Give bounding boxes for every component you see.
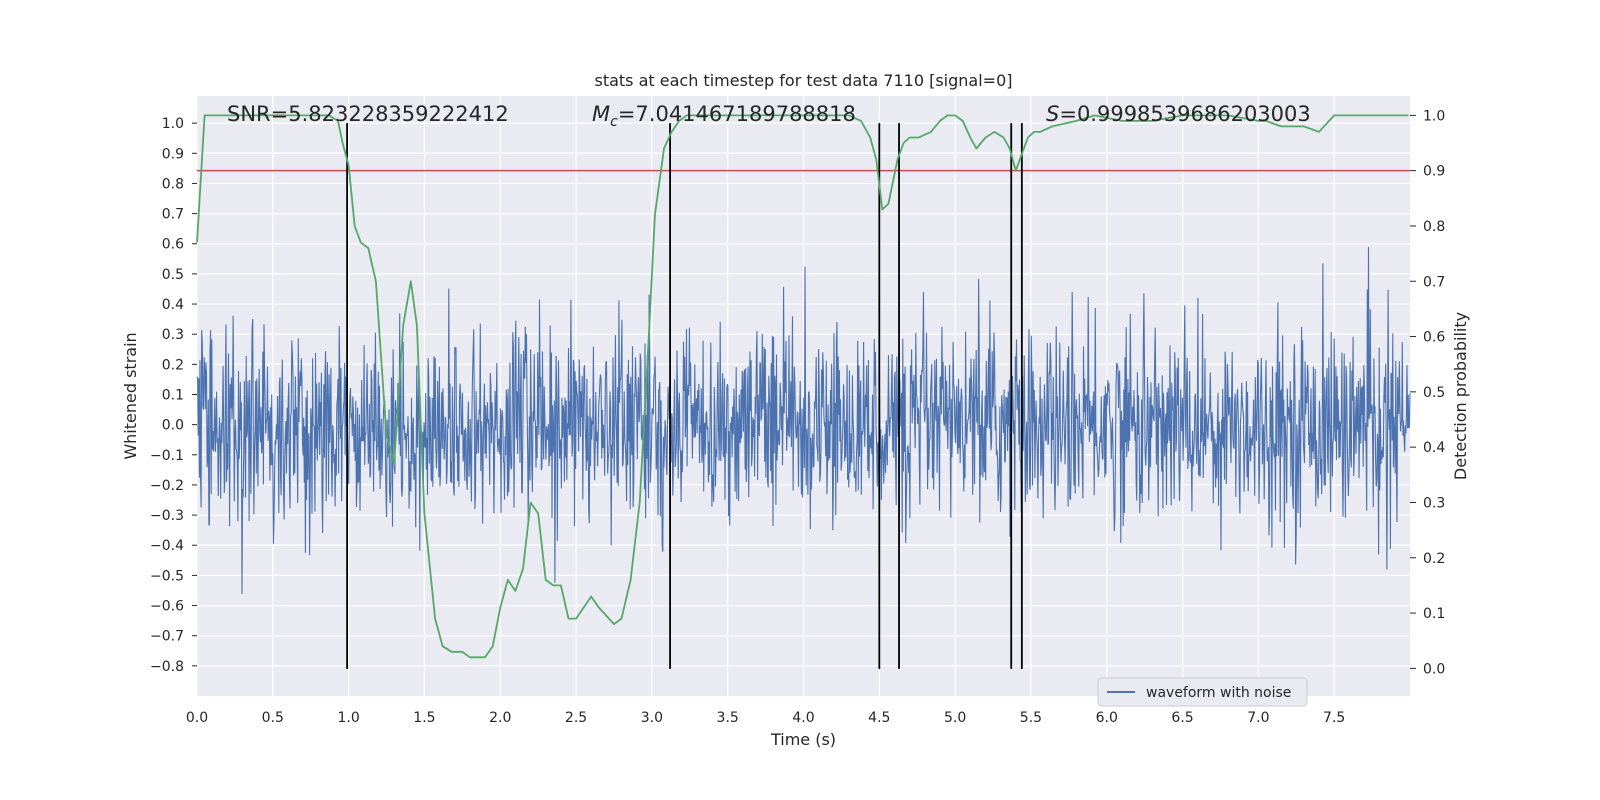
y2-tick-label: 0.5 xyxy=(1423,385,1445,401)
x-tick-label: 7.0 xyxy=(1247,710,1269,726)
y2-tick-label: 0.2 xyxy=(1423,551,1445,567)
y-tick-label: −0.4 xyxy=(150,538,184,554)
y2-tick-label: 0.4 xyxy=(1423,440,1445,456)
y-tick-label: 0.3 xyxy=(162,327,184,343)
y-tick-label: 0.7 xyxy=(162,207,184,223)
y-tick-label: 0.8 xyxy=(162,176,184,192)
x-tick-label: 6.5 xyxy=(1171,710,1193,726)
legend-box xyxy=(1097,677,1308,707)
y-tick-label: −0.8 xyxy=(150,659,184,675)
y-axis-label: Whitened strain xyxy=(121,332,140,459)
s-value: =0.9998539686203003 xyxy=(1059,102,1310,126)
y2-tick-label: 0.9 xyxy=(1423,164,1445,180)
y-tick-label: −0.2 xyxy=(150,478,184,494)
x-tick-label: 2.5 xyxy=(565,710,587,726)
y-tick-label: −0.5 xyxy=(150,568,184,584)
chirp-mass-annotation: Mc=7.041467189788818 xyxy=(592,102,856,130)
y-tick-label: 0.9 xyxy=(162,146,184,162)
y-tick-label: 1.0 xyxy=(162,116,184,132)
y2-tick-label: 0.8 xyxy=(1423,219,1445,235)
probability-line xyxy=(196,114,1409,659)
y2-tick-label: 0.1 xyxy=(1423,606,1445,622)
y-tick-label: 0.0 xyxy=(162,418,184,434)
x-tick-label: 0.0 xyxy=(186,710,208,726)
s-symbol: S xyxy=(1046,102,1059,126)
x-axis-label: Time (s) xyxy=(770,730,836,749)
mc-value: =7.041467189788818 xyxy=(618,102,856,126)
x-tick-label: 5.0 xyxy=(944,710,966,726)
x-tick-label: 1.5 xyxy=(413,710,435,726)
y2-axis-label: Detection probability xyxy=(1451,312,1470,480)
y-tick-label: 0.6 xyxy=(162,237,184,253)
y-tick-label: 0.1 xyxy=(162,387,184,403)
y-tick-label: −0.6 xyxy=(150,599,184,615)
y-tick-label: 0.5 xyxy=(162,267,184,283)
snr-annotation: SNR=5.823228359222412 xyxy=(227,102,509,126)
x-tick-label: 2.0 xyxy=(489,710,511,726)
y-tick-label: −0.1 xyxy=(150,448,184,464)
y2-tick-label: 1.0 xyxy=(1423,108,1445,124)
x-tick-label: 1.0 xyxy=(337,710,359,726)
tick-layer: 0.0 0.5 1.0 1.5 2.0 2.5 3.0 3.5 4.0 4.5 5.0 5.5 6.0 6… xyxy=(150,108,1445,726)
y2-tick-label: 0.6 xyxy=(1423,330,1445,346)
x-tick-label: 5.5 xyxy=(1020,710,1042,726)
x-tick-label: 3.5 xyxy=(717,710,739,726)
vertical-lines-layer xyxy=(346,123,1023,669)
s-annotation: S=0.9998539686203003 xyxy=(1046,102,1311,126)
x-tick-label: 7.5 xyxy=(1323,710,1345,726)
y-tick-label: −0.7 xyxy=(150,629,184,645)
mc-symbol: M xyxy=(592,102,610,126)
probability-layer xyxy=(196,114,1409,659)
x-tick-label: 3.0 xyxy=(641,710,663,726)
mc-subscript: c xyxy=(610,114,618,130)
y2-tick-label: 0.7 xyxy=(1423,274,1445,290)
y-tick-label: 0.4 xyxy=(162,297,184,313)
x-tick-label: 0.5 xyxy=(262,710,284,726)
y-tick-label: 0.2 xyxy=(162,357,184,373)
x-tick-label: 4.5 xyxy=(868,710,890,726)
x-tick-label: 6.0 xyxy=(1096,710,1118,726)
legend: waveform with noise xyxy=(1097,677,1308,707)
y2-tick-label: 0.0 xyxy=(1423,661,1445,677)
chart-title: stats at each timestep for test data 711… xyxy=(594,71,1012,90)
waveform-line xyxy=(196,246,1411,594)
legend-label: waveform with noise xyxy=(1146,685,1291,701)
y-tick-label: −0.3 xyxy=(150,508,184,524)
y2-tick-label: 0.3 xyxy=(1423,495,1445,511)
x-tick-label: 4.0 xyxy=(792,710,814,726)
waveform-layer xyxy=(196,246,1411,594)
